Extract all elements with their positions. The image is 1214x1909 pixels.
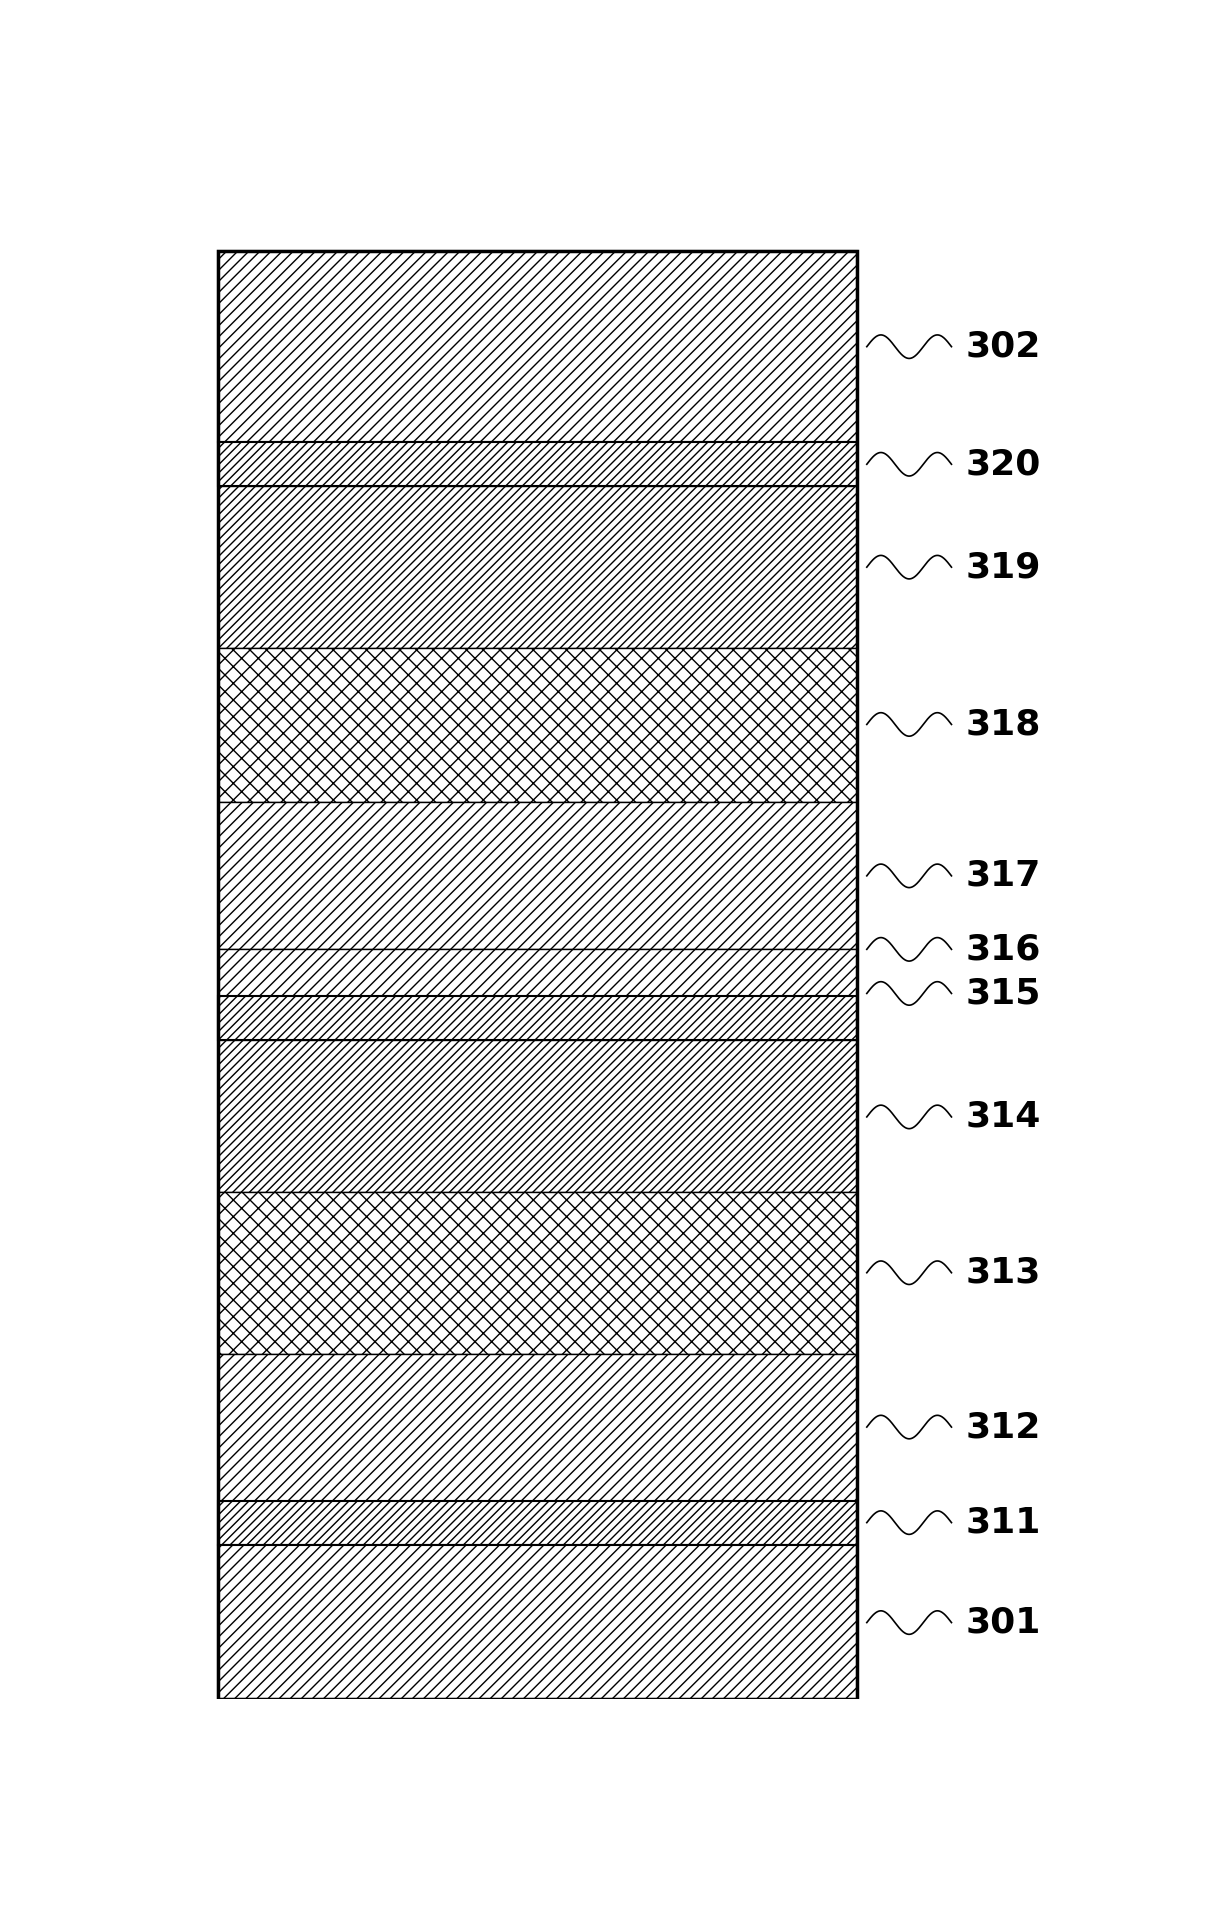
Bar bbox=[217, 1500, 857, 1544]
Bar bbox=[217, 647, 857, 802]
Text: 319: 319 bbox=[965, 550, 1042, 584]
Text: 301: 301 bbox=[965, 1605, 1040, 1640]
Bar bbox=[217, 1191, 857, 1353]
Bar bbox=[217, 949, 857, 996]
Text: 315: 315 bbox=[965, 975, 1040, 1010]
Bar bbox=[217, 443, 857, 487]
Bar bbox=[217, 996, 857, 1040]
Text: 317: 317 bbox=[965, 859, 1040, 893]
Bar bbox=[217, 1353, 857, 1500]
Bar bbox=[217, 802, 857, 949]
Bar bbox=[217, 252, 857, 1699]
Bar bbox=[217, 252, 857, 443]
Text: 320: 320 bbox=[965, 447, 1040, 481]
Bar bbox=[217, 487, 857, 647]
Text: 302: 302 bbox=[965, 330, 1040, 365]
Text: 312: 312 bbox=[965, 1411, 1040, 1443]
Bar bbox=[217, 1544, 857, 1699]
Text: 313: 313 bbox=[965, 1256, 1040, 1290]
Text: 318: 318 bbox=[965, 708, 1040, 741]
Text: 316: 316 bbox=[965, 932, 1040, 966]
Text: 314: 314 bbox=[965, 1100, 1040, 1134]
Text: 311: 311 bbox=[965, 1506, 1040, 1541]
Bar bbox=[217, 1040, 857, 1191]
